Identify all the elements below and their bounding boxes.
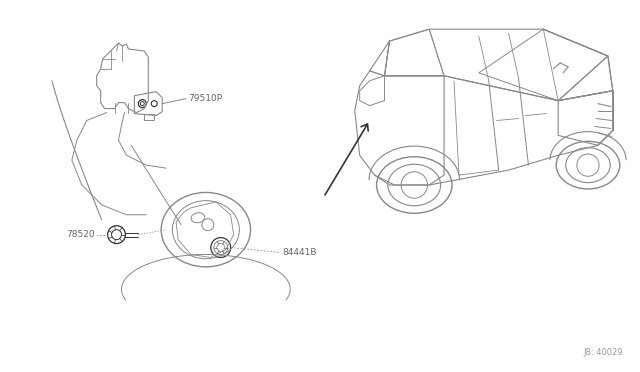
Text: J8: 40029: J8: 40029	[583, 348, 623, 357]
Text: 78520: 78520	[66, 230, 95, 239]
Text: 84441B: 84441B	[282, 248, 317, 257]
Text: 79510P: 79510P	[188, 94, 222, 103]
